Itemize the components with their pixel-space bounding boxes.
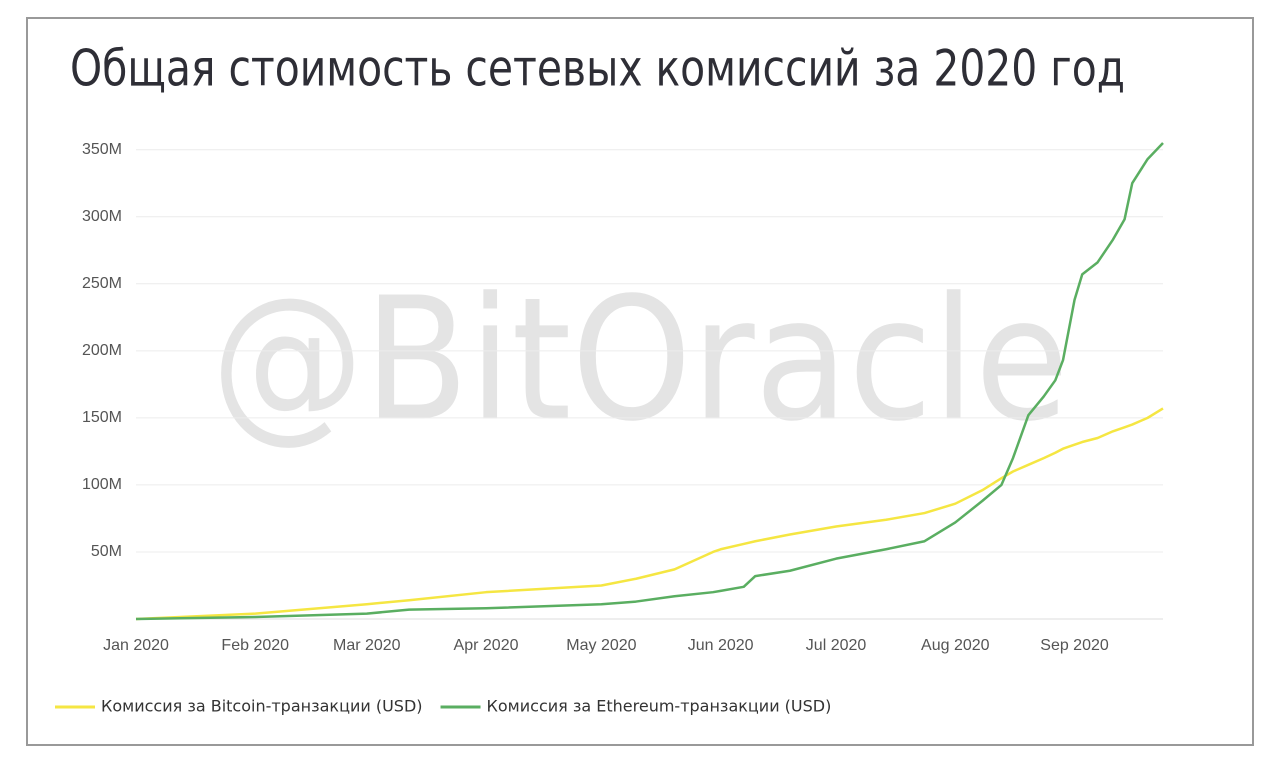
x-tick-label: Aug 2020 — [921, 637, 990, 654]
x-tick-label: May 2020 — [566, 637, 636, 654]
y-tick-label: 300M — [82, 208, 122, 225]
y-tick-label: 100M — [82, 476, 122, 493]
legend-label: Комиссия за Ethereum-транзакции (USD) — [487, 697, 832, 716]
x-tick-label: Sep 2020 — [1040, 637, 1109, 654]
line — [135, 142, 1164, 621]
y-tick-label: 200M — [82, 342, 122, 359]
watermark: @BitOracle — [211, 261, 1069, 459]
x-tick-label: Jun 2020 — [688, 637, 754, 654]
frame — [26, 17, 1254, 746]
x-tick-label: Mar 2020 — [333, 637, 401, 654]
x-tick-label: Jul 2020 — [806, 637, 867, 654]
line — [135, 407, 1164, 621]
y-tick-label: 150M — [82, 409, 122, 426]
y-tick-label: 350M — [82, 141, 122, 158]
chart-title: Общая стоимость сетевых комиссий за 2020… — [70, 40, 1125, 98]
x-tick-label: Jan 2020 — [103, 637, 169, 654]
legend-label: Комиссия за Bitcoin-транзакции (USD) — [101, 697, 423, 716]
y-tick-label: 250M — [82, 275, 122, 292]
x-tick-label: Apr 2020 — [454, 637, 519, 654]
y-tick-label: 50M — [91, 543, 122, 560]
x-tick-label: Feb 2020 — [221, 637, 289, 654]
